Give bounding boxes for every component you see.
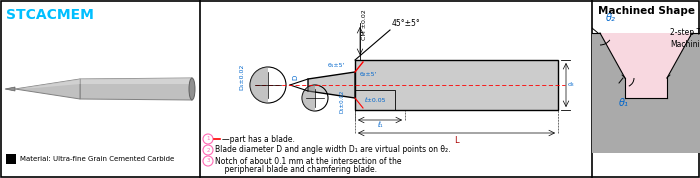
Polygon shape xyxy=(600,33,692,98)
Polygon shape xyxy=(250,67,268,103)
Text: D: D xyxy=(292,74,298,80)
Text: 45°±5°: 45°±5° xyxy=(392,19,421,28)
Text: 1: 1 xyxy=(206,137,210,142)
Text: D₁±0.02: D₁±0.02 xyxy=(340,90,344,113)
Polygon shape xyxy=(80,78,192,100)
Text: ℓ₁: ℓ₁ xyxy=(377,122,383,128)
Text: peripheral blade and chamfering blade.: peripheral blade and chamfering blade. xyxy=(215,164,377,174)
Text: Material: Ultra-fine Grain Cemented Carbide: Material: Ultra-fine Grain Cemented Carb… xyxy=(20,156,174,162)
Polygon shape xyxy=(80,78,192,84)
Polygon shape xyxy=(5,87,15,91)
Text: θ₁: θ₁ xyxy=(619,98,629,108)
Polygon shape xyxy=(308,72,355,98)
Bar xyxy=(6,154,16,164)
Polygon shape xyxy=(15,79,80,89)
Text: Notch of about 0.1 mm at the intersection of the: Notch of about 0.1 mm at the intersectio… xyxy=(215,156,402,166)
Text: Machined Shape: Machined Shape xyxy=(598,6,694,16)
Text: θ₂: θ₂ xyxy=(606,13,616,23)
Text: STCACMEM: STCACMEM xyxy=(6,8,94,22)
Polygon shape xyxy=(302,85,315,111)
Bar xyxy=(355,90,395,110)
Text: 3: 3 xyxy=(206,158,210,164)
Text: 2-step Taper: 2-step Taper xyxy=(670,28,700,37)
Text: Machining: Machining xyxy=(670,40,700,49)
Text: 2: 2 xyxy=(206,148,210,153)
Text: d₈: d₈ xyxy=(568,82,575,88)
Bar xyxy=(355,60,558,110)
Polygon shape xyxy=(646,33,700,153)
Text: Blade diameter D and angle width D₁ are virtual points on θ₂.: Blade diameter D and angle width D₁ are … xyxy=(215,145,451,155)
Text: ℓ±0.05: ℓ±0.05 xyxy=(364,98,386,103)
Text: θ₁±5': θ₁±5' xyxy=(328,63,345,68)
Text: D₁±0.02: D₁±0.02 xyxy=(239,64,244,90)
Text: —part has a blade.: —part has a blade. xyxy=(222,135,295,143)
Ellipse shape xyxy=(189,78,195,100)
Text: θ₂±5': θ₂±5' xyxy=(360,72,377,77)
Text: L: L xyxy=(454,136,458,145)
Polygon shape xyxy=(592,33,646,153)
Polygon shape xyxy=(15,79,80,99)
Text: CM ±0.02: CM ±0.02 xyxy=(362,9,367,40)
